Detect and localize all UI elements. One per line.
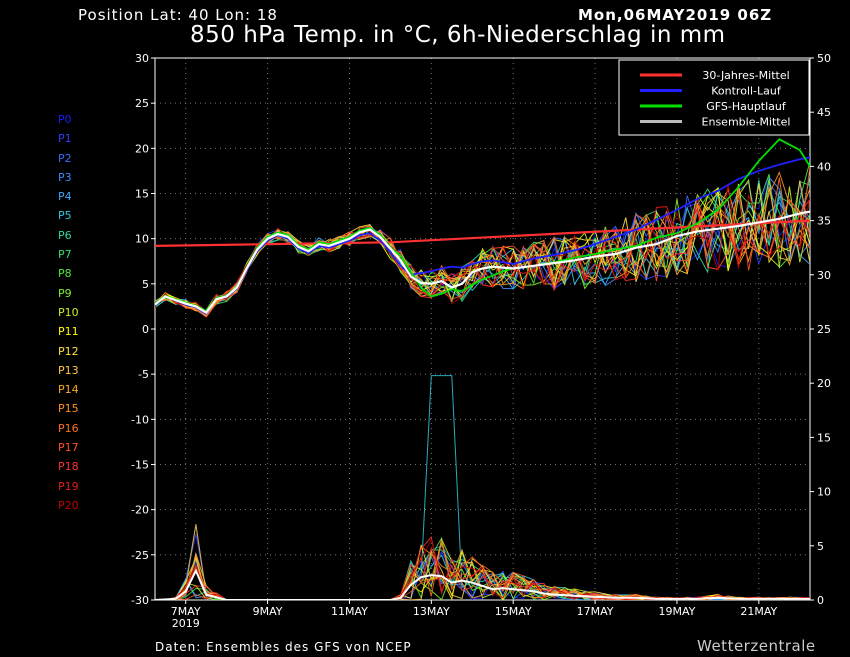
- y-right-tick-label: 5: [817, 540, 824, 553]
- y-left-tick-label: -5: [138, 368, 149, 381]
- x-tick-label: 11MAY: [331, 605, 368, 618]
- member-label-p1: P1: [58, 132, 72, 146]
- y-right-tick-label: 10: [817, 486, 831, 499]
- member-label-p2: P2: [58, 151, 72, 165]
- member-label-p9: P9: [58, 286, 72, 300]
- y-right-tick-label: 30: [817, 269, 831, 282]
- member-label-p13: P13: [58, 363, 79, 377]
- x-tick-label: 13MAY: [413, 605, 450, 618]
- y-left-tick-label: 20: [135, 142, 149, 155]
- x-tick-label: 9MAY: [253, 605, 283, 618]
- y-right-tick-label: 0: [817, 594, 824, 607]
- member-label-p11: P11: [58, 325, 79, 339]
- member-label-p10: P10: [58, 305, 79, 319]
- member-label-p8: P8: [58, 267, 72, 281]
- y-left-tick-label: -10: [131, 413, 149, 426]
- y-left-tick-label: 0: [142, 323, 149, 336]
- legend-label: Ensemble-Mittel: [702, 116, 791, 129]
- precip-mean-line: [155, 568, 810, 600]
- y-left-tick-label: -30: [131, 594, 149, 607]
- y-left-tick-label: 30: [135, 52, 149, 65]
- member-label-p16: P16: [58, 421, 79, 435]
- ensemble-temperature-lines: [155, 161, 810, 318]
- run-date-label: Mon,06MAY2019 06Z: [578, 6, 773, 24]
- y-left-tick-label: -20: [131, 504, 149, 517]
- y-right-tick-label: 35: [817, 215, 831, 228]
- member-label-p12: P12: [58, 344, 79, 358]
- legend-label: Kontroll-Lauf: [711, 85, 782, 98]
- x-year-label: 2019: [172, 617, 200, 630]
- member-label-p19: P19: [58, 479, 79, 493]
- member-label-p5: P5: [58, 209, 72, 223]
- x-tick-label: 21MAY: [740, 605, 777, 618]
- x-tick-label: 17MAY: [577, 605, 614, 618]
- member-precip-line-p4: [155, 525, 810, 600]
- member-label-p4: P4: [58, 190, 72, 204]
- legend-label: 30-Jahres-Mittel: [702, 69, 789, 82]
- position-label: Position Lat: 40 Lon: 18: [78, 6, 278, 24]
- ensemble-precip-lines: [155, 375, 810, 600]
- brand-label: Wetterzentrale: [697, 637, 816, 655]
- member-label-p6: P6: [58, 228, 72, 242]
- x-tick-label: 19MAY: [659, 605, 696, 618]
- y-right-tick-label: 50: [817, 52, 831, 65]
- grid-layer: [155, 58, 810, 600]
- member-precip-line-p20: [155, 538, 810, 600]
- plot-area: [155, 138, 810, 600]
- y-right-tick-label: 45: [817, 106, 831, 119]
- y-right-tick-label: 40: [817, 160, 831, 173]
- member-label-p14: P14: [58, 383, 79, 397]
- y-right-tick-label: 20: [817, 377, 831, 390]
- legend-label: GFS-Hauptlauf: [706, 100, 787, 113]
- member-label-p20: P20: [58, 498, 79, 512]
- member-label-p0: P0: [58, 113, 72, 126]
- plot-frame: [154, 57, 811, 601]
- y-right-tick-label: 25: [817, 323, 831, 336]
- member-label-p15: P15: [58, 402, 79, 416]
- climatology-line: [155, 219, 810, 247]
- x-tick-label: 7MAY: [171, 605, 201, 618]
- y-left-tick-label: 10: [135, 233, 149, 246]
- member-precip-line-p18: [155, 535, 810, 600]
- y-right-tick-label: 15: [817, 431, 831, 444]
- member-label-p3: P3: [58, 170, 72, 184]
- member-precip-line-p14: [155, 524, 810, 600]
- member-label-p17: P17: [58, 441, 79, 455]
- y-left-tick-label: 15: [135, 188, 149, 201]
- chart-legend: [618, 59, 810, 136]
- y-left-tick-label: 5: [142, 278, 149, 291]
- y-left-tick-label: -25: [131, 549, 149, 562]
- y-left-tick-label: 25: [135, 97, 149, 110]
- x-tick-label: 15MAY: [495, 605, 532, 618]
- data-source-label: Daten: Ensembles des GFS von NCEP: [155, 640, 412, 654]
- chart-title: 850 hPa Temp. in °C, 6h-Niederschlag in …: [190, 22, 726, 48]
- y-left-tick-label: -15: [131, 459, 149, 472]
- ensemble-member-list: P0 P1 P2 P3 P4 P5 P6 P7 P8 P9 P10 P11 P12 P13 P14 P15 P1…: [58, 110, 79, 515]
- member-label-p7: P7: [58, 248, 72, 262]
- member-temp-line-p16: [155, 177, 810, 314]
- ensemble-mean-line: [155, 210, 810, 315]
- member-label-p18: P18: [58, 460, 79, 474]
